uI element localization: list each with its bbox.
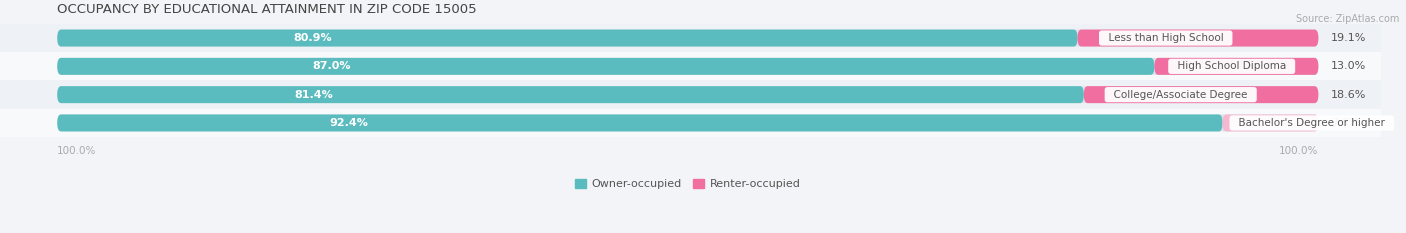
FancyBboxPatch shape xyxy=(58,86,1084,103)
FancyBboxPatch shape xyxy=(58,30,1077,47)
FancyBboxPatch shape xyxy=(0,80,1382,109)
FancyBboxPatch shape xyxy=(58,30,1319,47)
Text: OCCUPANCY BY EDUCATIONAL ATTAINMENT IN ZIP CODE 15005: OCCUPANCY BY EDUCATIONAL ATTAINMENT IN Z… xyxy=(58,3,477,16)
FancyBboxPatch shape xyxy=(1223,114,1319,131)
Text: Less than High School: Less than High School xyxy=(1101,33,1230,43)
Text: College/Associate Degree: College/Associate Degree xyxy=(1108,90,1254,100)
FancyBboxPatch shape xyxy=(1084,86,1319,103)
FancyBboxPatch shape xyxy=(58,58,1319,75)
Text: 80.9%: 80.9% xyxy=(292,33,332,43)
Text: 19.1%: 19.1% xyxy=(1331,33,1367,43)
Text: Source: ZipAtlas.com: Source: ZipAtlas.com xyxy=(1295,14,1399,24)
FancyBboxPatch shape xyxy=(58,58,1154,75)
Text: 13.0%: 13.0% xyxy=(1331,61,1367,71)
Text: 81.4%: 81.4% xyxy=(294,90,333,100)
Text: 7.6%: 7.6% xyxy=(1331,118,1360,128)
FancyBboxPatch shape xyxy=(1077,30,1319,47)
FancyBboxPatch shape xyxy=(1154,58,1319,75)
FancyBboxPatch shape xyxy=(0,24,1382,52)
Legend: Owner-occupied, Renter-occupied: Owner-occupied, Renter-occupied xyxy=(571,175,806,194)
FancyBboxPatch shape xyxy=(58,86,1319,103)
Text: 100.0%: 100.0% xyxy=(58,146,97,156)
Text: Bachelor's Degree or higher: Bachelor's Degree or higher xyxy=(1232,118,1392,128)
Text: 100.0%: 100.0% xyxy=(1279,146,1319,156)
Text: 87.0%: 87.0% xyxy=(312,61,352,71)
Text: 18.6%: 18.6% xyxy=(1331,90,1367,100)
FancyBboxPatch shape xyxy=(58,114,1223,131)
Text: 92.4%: 92.4% xyxy=(329,118,368,128)
FancyBboxPatch shape xyxy=(0,109,1382,137)
FancyBboxPatch shape xyxy=(58,114,1319,131)
Text: High School Diploma: High School Diploma xyxy=(1171,61,1292,71)
FancyBboxPatch shape xyxy=(0,52,1382,80)
